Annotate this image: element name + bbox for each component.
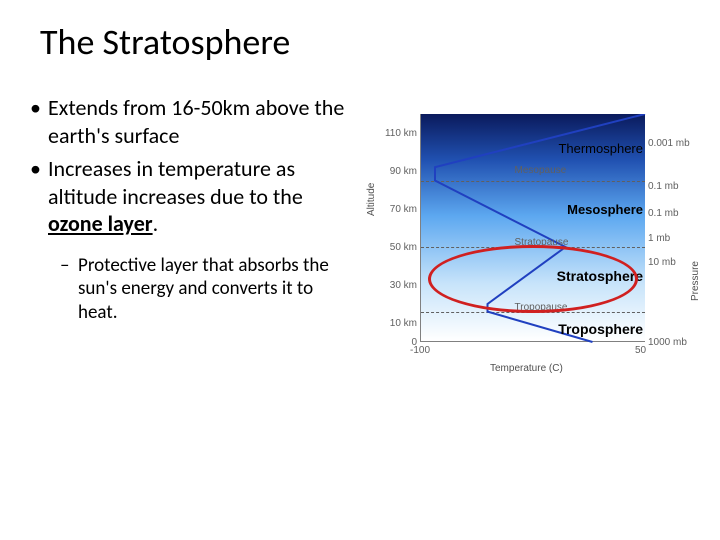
y-tick-right: 0.001 mb — [648, 138, 690, 149]
chart-column: Altitude Pressure Temperature (C) 110 km… — [370, 106, 690, 376]
atmosphere-chart: Altitude Pressure Temperature (C) 110 km… — [370, 106, 690, 376]
y-tick-right: 0.1 mb — [648, 181, 679, 192]
y-tick-right: 0.1 mb — [648, 208, 679, 219]
layer-label-stratopause: Stratopause — [515, 237, 569, 248]
slide-title: The Stratosphere — [40, 20, 690, 64]
layer-label-troposphere: Troposphere — [558, 321, 643, 337]
x-axis-title: Temperature (C) — [490, 363, 563, 374]
y-tick-right: 10 mb — [648, 257, 676, 268]
content-row: Extends from 16-50km above the earth's s… — [30, 94, 690, 376]
x-tick: 50 — [635, 345, 646, 356]
bullet-2-text: Increases in temperature as altitude inc… — [48, 155, 303, 210]
bullet-1: Extends from 16-50km above the earth's s… — [30, 94, 355, 149]
slide: The Stratosphere Extends from 16-50km ab… — [0, 0, 720, 540]
y-tick-right: 1000 mb — [648, 337, 687, 348]
bullet-2: Increases in temperature as altitude inc… — [30, 155, 355, 238]
layer-label-mesopause: Mesopause — [515, 165, 567, 176]
boundary-line — [421, 181, 645, 182]
y-tick-left: 90 km — [390, 166, 417, 177]
bullet-2-period: . — [153, 210, 159, 237]
x-tick: -100 — [410, 345, 430, 356]
y-axis-left-title: Altitude — [366, 183, 377, 216]
sub-bullet-1: Protective layer that absorbs the sun's … — [30, 254, 355, 325]
layer-label-tropopause: Tropopause — [515, 302, 568, 313]
text-column: Extends from 16-50km above the earth's s… — [30, 94, 355, 376]
y-tick-right: 1 mb — [648, 233, 670, 244]
y-axis-right-title: Pressure — [690, 261, 701, 301]
y-tick-left: 110 km — [385, 128, 417, 139]
y-tick-left: 10 km — [390, 318, 417, 329]
y-tick-left: 50 km — [390, 242, 417, 253]
y-tick-left: 70 km — [390, 204, 417, 215]
layer-label-mesosphere: Mesosphere — [567, 202, 643, 217]
y-tick-left: 30 km — [390, 280, 417, 291]
layer-label-thermosphere: Thermosphere — [558, 141, 643, 156]
layer-label-stratosphere: Stratosphere — [557, 268, 643, 284]
ozone-emphasis: ozone layer — [48, 210, 153, 237]
bullet-list: Extends from 16-50km above the earth's s… — [30, 94, 355, 325]
